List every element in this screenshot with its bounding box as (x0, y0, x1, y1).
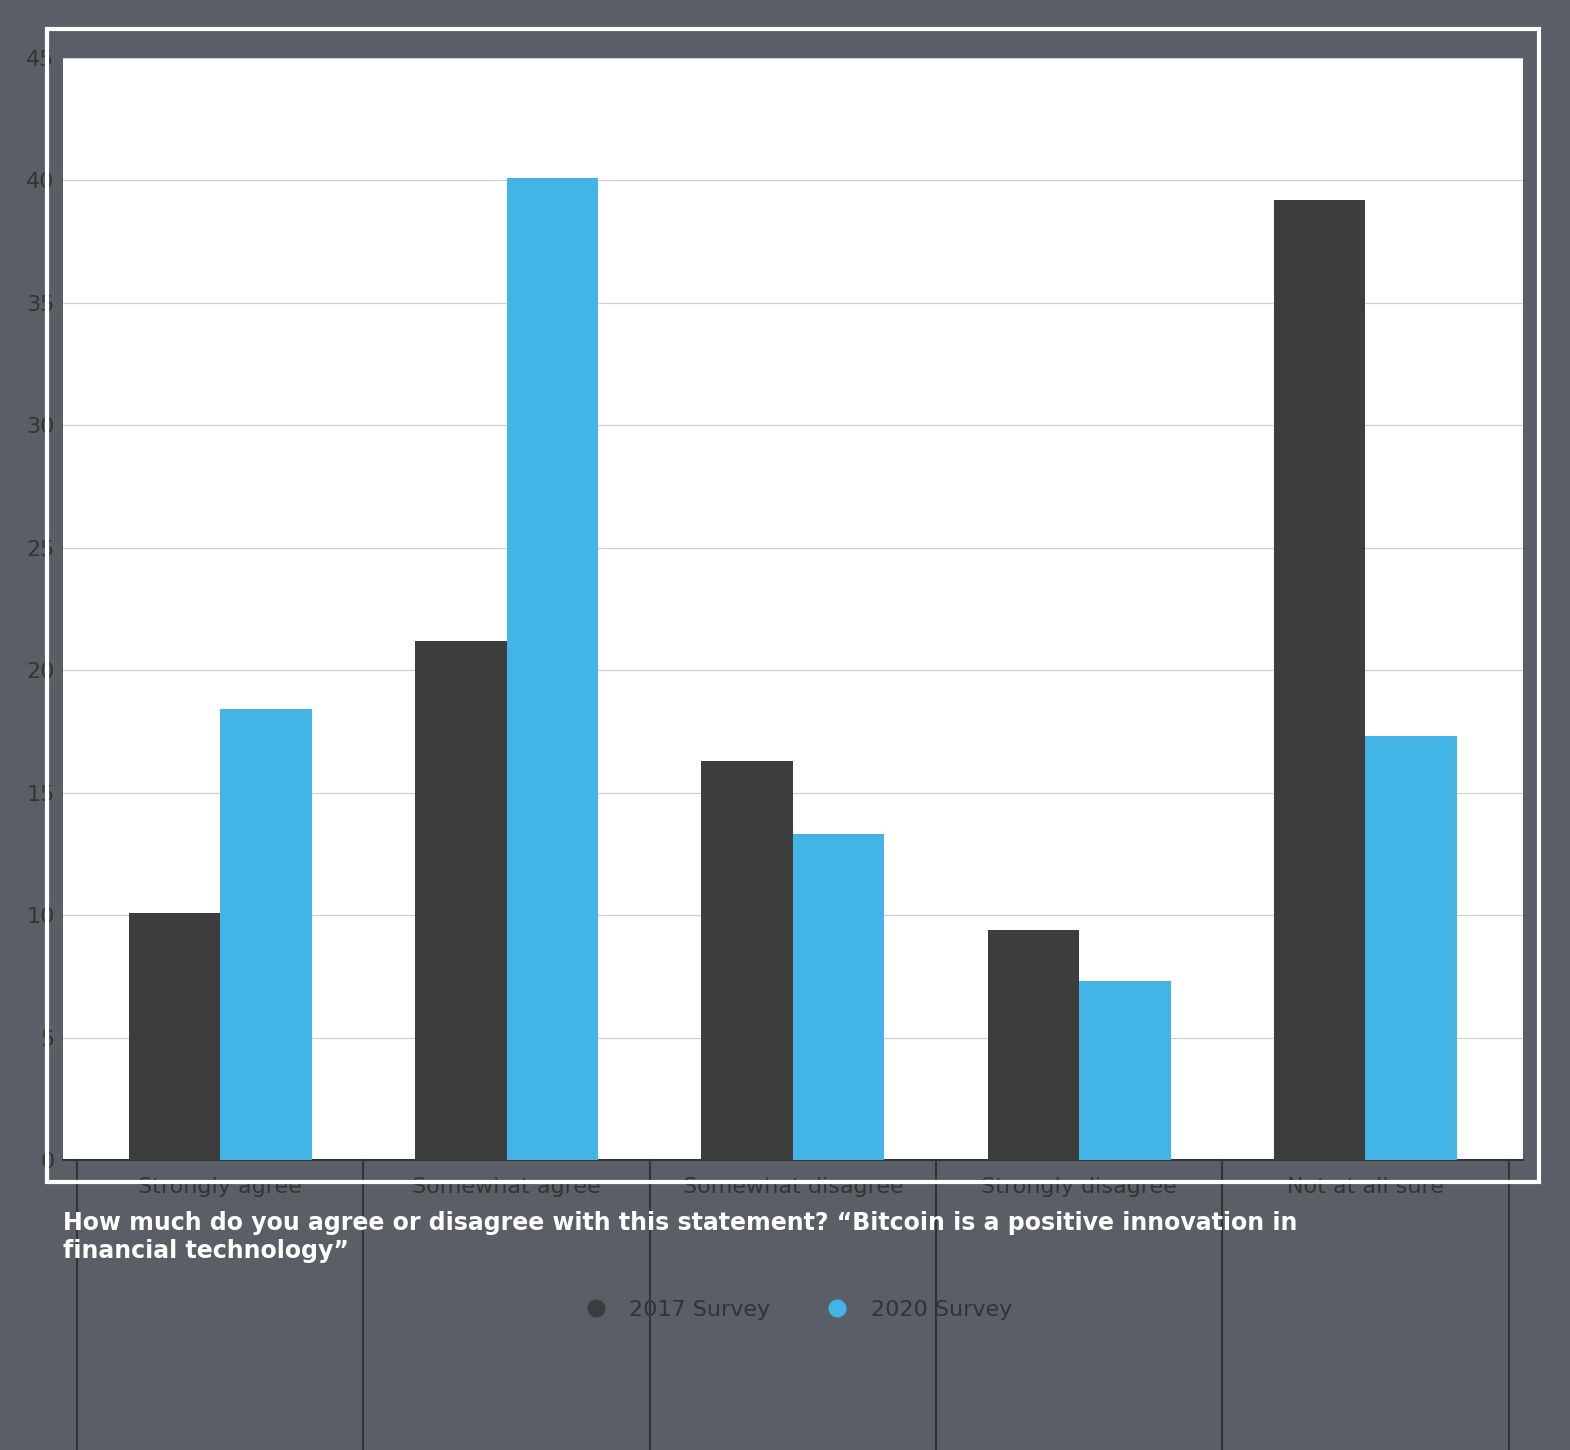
Legend: 2017 Survey, 2020 Survey: 2017 Survey, 2020 Survey (575, 1299, 1011, 1320)
Bar (1366, 737, 1457, 1160)
Bar (988, 929, 1079, 1160)
Bar (793, 834, 884, 1160)
Bar (220, 709, 312, 1160)
Bar (129, 912, 220, 1160)
Bar (1079, 982, 1171, 1160)
Bar (702, 761, 793, 1160)
Bar (507, 178, 598, 1160)
Bar (1273, 200, 1366, 1160)
Text: How much do you agree or disagree with this statement? “Bitcoin is a positive in: How much do you agree or disagree with t… (63, 1211, 1297, 1263)
Bar (414, 641, 507, 1160)
